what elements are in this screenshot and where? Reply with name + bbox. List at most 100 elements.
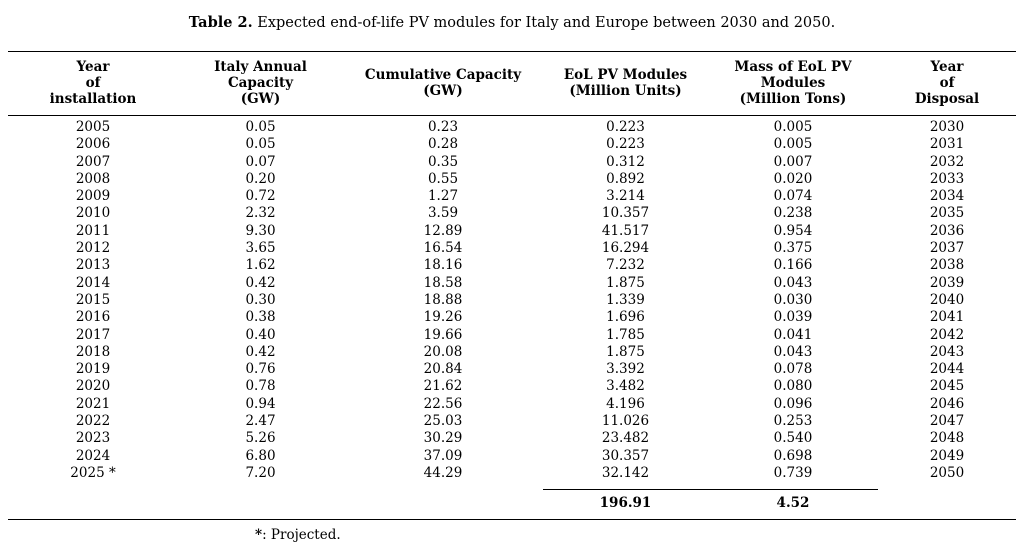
footnote-marker: * <box>255 527 263 544</box>
table-cell: 2039 <box>929 274 965 291</box>
table-row: 2008 0.20 0.55 0.892 0.020 2033 <box>8 171 1016 188</box>
data-table: Year of installation Italy Annual Capaci… <box>8 51 1016 521</box>
table-cell: 30.357 <box>601 447 650 464</box>
table-header: Year of installation Italy Annual Capaci… <box>8 51 1016 116</box>
table-cell: 2031 <box>929 136 965 153</box>
table-cell: 18.88 <box>423 291 463 308</box>
table-cell: 3.59 <box>427 205 459 222</box>
totals-empty-cell <box>343 490 543 520</box>
table-cell: 3.392 <box>606 361 645 378</box>
table-cell: 3.65 <box>245 240 276 257</box>
table-cell: 0.35 <box>427 153 459 170</box>
table-cell: 2009 <box>75 188 111 205</box>
table-row: 2009 0.72 1.27 3.214 0.074 2034 <box>8 188 1016 205</box>
table-cell: 0.78 <box>245 378 276 395</box>
table-row: 2025 * 7.20 44.29 32.142 0.739 2050 <box>8 465 1016 490</box>
table-cell: 2020 <box>75 378 111 395</box>
table-cell: 2007 <box>75 153 111 170</box>
table-cell: 3.214 <box>606 188 645 205</box>
table-cell: 0.23 <box>427 119 459 135</box>
table-cell: 0.039 <box>773 309 813 326</box>
table-cell: 16.54 <box>423 240 463 257</box>
table-row: 2013 1.62 18.16 7.232 0.166 2038 <box>8 257 1016 274</box>
table-cell: 0.005 <box>773 136 813 153</box>
table-cell: 0.05 <box>245 119 276 135</box>
table-cell: 20.08 <box>423 343 463 360</box>
table-cell: 1.696 <box>606 309 645 326</box>
table-cell: 0.223 <box>606 136 645 153</box>
table-cell: 41.517 <box>601 222 650 239</box>
table-cell: 30.29 <box>423 430 463 447</box>
table-cell: 0.954 <box>773 222 813 239</box>
table-cell: 10.357 <box>601 205 650 222</box>
table-cell: 0.20 <box>245 170 276 187</box>
table-cell: 2010 <box>75 205 111 222</box>
col-header-year-of-disposal: Year of Disposal <box>878 51 1016 116</box>
table-cell: 2037 <box>929 240 965 257</box>
table-cell: 2038 <box>929 257 965 274</box>
table-caption: Table 2. Expected end-of-life PV modules… <box>0 0 1024 33</box>
table-cell: 32.142 <box>601 464 650 481</box>
totals-empty-cell <box>178 490 343 520</box>
table-cell: 2049 <box>929 447 965 464</box>
table-cell: 1.875 <box>606 274 645 291</box>
table-cell: 2050 <box>929 465 965 482</box>
table-cell: 0.05 <box>245 136 276 153</box>
table-cell: 2022 <box>75 413 111 430</box>
table-cell: 2033 <box>929 170 965 187</box>
footnote-text: : Projected. <box>262 527 341 544</box>
table-row: 2019 0.76 20.84 3.392 0.078 2044 <box>8 361 1016 378</box>
table-cell: 1.339 <box>606 291 645 308</box>
table-row: 2022 2.47 25.03 11.026 0.253 2047 <box>8 413 1016 430</box>
table-row: 2007 0.07 0.35 0.312 0.007 2032 <box>8 154 1016 171</box>
table-row: 2012 3.65 16.54 16.294 0.375 2037 <box>8 240 1016 257</box>
table-cell: 0.020 <box>773 170 813 187</box>
col-header-year-of-installation: Year of installation <box>8 51 178 116</box>
table-cell: 18.16 <box>423 257 463 274</box>
table-row: 2010 2.32 3.59 10.357 0.238 2035 <box>8 205 1016 222</box>
col-header-italy-annual-capacity: Italy Annual Capacity (GW) <box>178 51 343 116</box>
table-row: 2018 0.42 20.08 1.875 0.043 2043 <box>8 344 1016 361</box>
table-cell: 7.232 <box>606 257 645 274</box>
table-cell: 0.080 <box>773 378 813 395</box>
table-cell: 2.32 <box>245 205 276 222</box>
table-cell: 2016 <box>75 309 111 326</box>
table-cell: 2046 <box>929 395 965 412</box>
table-cell: 25.03 <box>423 413 463 430</box>
table-cell: 9.30 <box>245 222 276 239</box>
table-caption-label: Table 2. <box>188 14 253 31</box>
table-row: 2015 0.30 18.88 1.339 0.030 2040 <box>8 292 1016 309</box>
table-cell: 0.096 <box>773 395 813 412</box>
table-cell: 16.294 <box>601 240 650 257</box>
col-header-eol-pv-modules: EoL PV Modules (Million Units) <box>543 51 708 116</box>
table-cell: 0.238 <box>773 205 813 222</box>
table-cell: 2006 <box>75 136 111 153</box>
table-cell: 2042 <box>929 326 965 343</box>
table-cell: 2048 <box>929 430 965 447</box>
table-cell: 0.739 <box>773 464 813 481</box>
table-cell: 2035 <box>929 205 965 222</box>
table-cell: 11.026 <box>601 413 650 430</box>
table-cell: 0.40 <box>245 326 276 343</box>
table-row: 2023 5.26 30.29 23.482 0.540 2048 <box>8 430 1016 447</box>
table-cell: 2021 <box>75 395 111 412</box>
table-row: 2014 0.42 18.58 1.875 0.043 2039 <box>8 275 1016 292</box>
col-header-cumulative-capacity: Cumulative Capacity (GW) <box>343 51 543 116</box>
table-cell: 2.47 <box>245 413 276 430</box>
table-cell: 6.80 <box>245 447 276 464</box>
table-cell: 37.09 <box>423 447 463 464</box>
table-body: 2005 0.05 0.23 0.223 0.005 2030 2006 0.05 0.28 0.… <box>8 116 1016 490</box>
totals-empty-cell <box>878 490 1016 520</box>
table-cell: 18.58 <box>423 274 463 291</box>
totals-empty-cell <box>8 490 178 520</box>
table-row: 2006 0.05 0.28 0.223 0.005 2031 <box>8 136 1016 153</box>
table-cell: 23.482 <box>601 430 650 447</box>
table-cell: 2014 <box>75 274 111 291</box>
table-cell: 19.26 <box>423 309 463 326</box>
table-cell: 0.043 <box>773 343 813 360</box>
table-cell: 0.223 <box>606 119 645 135</box>
table-cell: 2041 <box>929 309 965 326</box>
table-cell: 2018 <box>75 343 111 360</box>
table-cell: 0.375 <box>773 240 813 257</box>
